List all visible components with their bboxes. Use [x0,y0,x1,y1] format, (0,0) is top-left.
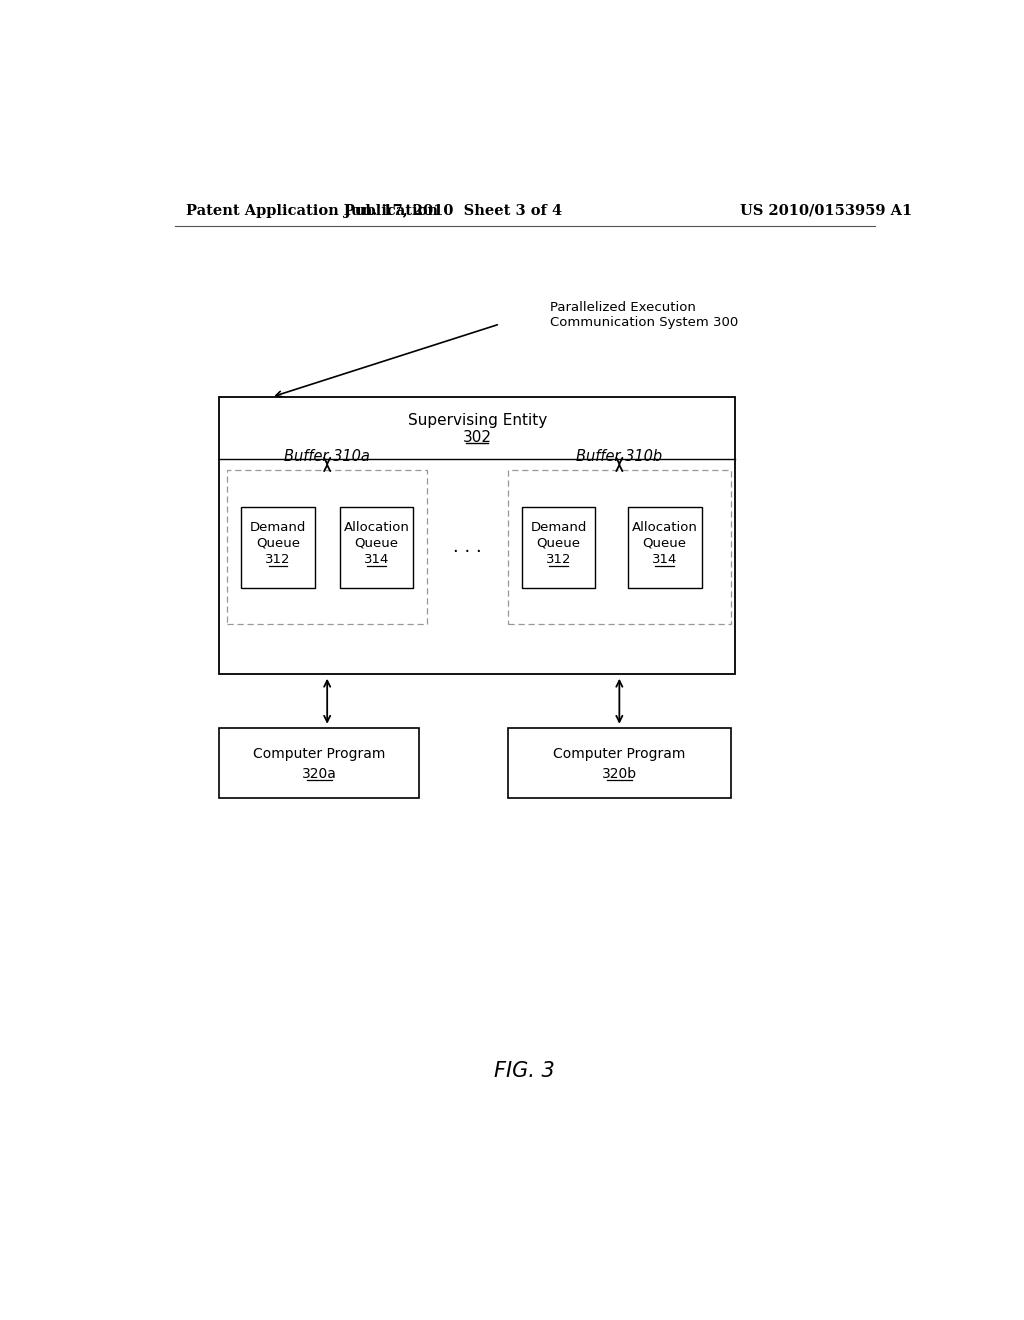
Text: Demand
Queue: Demand Queue [250,521,306,549]
Bar [628,507,701,589]
Text: FIG. 3: FIG. 3 [495,1061,555,1081]
Text: Computer Program: Computer Program [253,747,386,760]
Text: 312: 312 [546,553,571,566]
Bar [508,470,731,624]
Text: 314: 314 [364,553,389,566]
Text: US 2010/0153959 A1: US 2010/0153959 A1 [740,203,912,218]
Bar [521,507,595,589]
Text: Supervising Entity: Supervising Entity [408,413,547,428]
Bar [508,729,731,797]
Text: 320b: 320b [602,767,637,780]
Text: 312: 312 [265,553,291,566]
Bar [241,507,314,589]
Text: Jun. 17, 2010  Sheet 3 of 4: Jun. 17, 2010 Sheet 3 of 4 [344,203,562,218]
Bar [340,507,414,589]
Text: Buffer 310a: Buffer 310a [285,449,370,465]
Text: 320a: 320a [302,767,337,780]
Text: Allocation
Queue: Allocation Queue [343,521,410,549]
Text: Demand
Queue: Demand Queue [530,521,587,549]
Text: Buffer 310b: Buffer 310b [577,449,663,465]
Bar [219,397,735,675]
Text: Patent Application Publication: Patent Application Publication [186,203,438,218]
Text: . . .: . . . [453,539,482,556]
Bar [219,729,420,797]
Text: Computer Program: Computer Program [553,747,685,760]
Text: 314: 314 [652,553,677,566]
Text: Allocation
Queue: Allocation Queue [632,521,697,549]
Text: Parallelized Execution
Communication System 300: Parallelized Execution Communication Sys… [550,301,738,329]
Text: 302: 302 [463,429,492,445]
Bar [227,470,427,624]
